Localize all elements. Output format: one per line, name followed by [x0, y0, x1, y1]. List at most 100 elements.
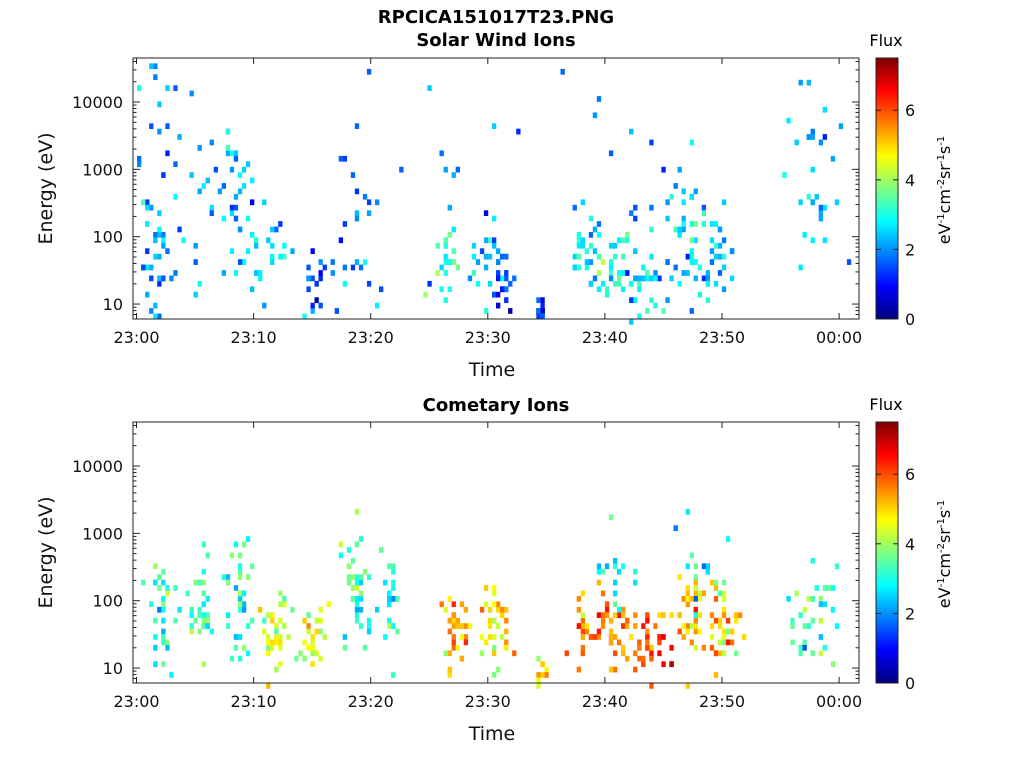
- spectrogram-cell: [625, 655, 630, 662]
- spectrogram-cell: [504, 275, 509, 282]
- spectrogram-cell: [685, 628, 690, 635]
- spectrogram-cell: [233, 193, 239, 200]
- spectrogram-cell: [806, 193, 811, 200]
- spectrogram-cell: [617, 606, 622, 613]
- spectrogram-cell: [197, 579, 202, 586]
- spectrogram-cell: [504, 628, 509, 635]
- spectrogram-cell: [350, 574, 356, 581]
- spectrogram-cell: [677, 232, 682, 238]
- spectrogram-cell: [137, 85, 142, 91]
- spectrogram-cell: [596, 579, 602, 586]
- spectrogram-cell: [830, 661, 836, 668]
- spectrogram-cell: [362, 568, 368, 575]
- spectrogram-cell: [592, 112, 598, 119]
- spectrogram-cell: [580, 617, 586, 624]
- spectrogram-cell: [677, 574, 682, 581]
- spectrogram-cell: [245, 215, 251, 222]
- spectrogram-cell: [362, 193, 368, 200]
- spectrogram-cell: [637, 280, 642, 287]
- spectrogram-cell: [314, 628, 319, 635]
- spectrogram-cell: [617, 280, 622, 287]
- spectrogram-cell: [681, 596, 686, 602]
- spectrogram-cell: [613, 253, 618, 260]
- spectrogram-cell: [201, 623, 206, 629]
- spectrogram-cell: [362, 644, 368, 651]
- spectrogram-cell: [306, 275, 311, 282]
- colorbar: [875, 421, 899, 684]
- spectrogram-cell: [245, 574, 251, 581]
- spectrogram-cell: [250, 199, 255, 206]
- spectrogram-cell: [314, 617, 319, 624]
- spectrogram-cell: [633, 297, 638, 304]
- spectrogram-cell: [310, 275, 315, 282]
- spectrogram-cell: [201, 183, 206, 189]
- spectrogram-cell: [318, 275, 323, 282]
- spectrogram-cell: [693, 617, 698, 624]
- spectrogram-cell: [713, 280, 719, 287]
- spectrogram-cell: [391, 563, 396, 570]
- spectrogram-cell: [721, 579, 727, 586]
- x-tick-label: 23:20: [348, 328, 394, 347]
- spectrogram-cell: [608, 150, 614, 157]
- spectrogram-cell: [149, 308, 154, 314]
- spectrogram-cell: [689, 259, 694, 265]
- spectrogram-cell: [451, 634, 456, 640]
- spectrogram-cell: [282, 623, 287, 629]
- spectrogram-cell: [278, 601, 283, 608]
- spectrogram-cell: [274, 666, 279, 673]
- spectrogram-cell: [177, 134, 182, 140]
- spectrogram-cell: [492, 590, 497, 597]
- spectrogram-cell: [536, 677, 541, 684]
- spectrogram-cell: [665, 259, 670, 265]
- spectrogram-cell: [447, 666, 452, 673]
- spectrogram-cell: [580, 590, 586, 597]
- spectrogram-cell: [463, 606, 469, 613]
- spectrogram-cell: [492, 650, 497, 657]
- spectrogram-cell: [685, 253, 690, 260]
- spectrogram-cell: [346, 563, 352, 570]
- spectrogram-cell: [641, 264, 646, 271]
- spectrogram-cell: [540, 661, 545, 668]
- spectrogram-cell: [173, 585, 178, 591]
- spectrogram-cell: [366, 68, 372, 75]
- spectrogram-cell: [153, 661, 158, 668]
- spectrogram-cell: [588, 280, 594, 287]
- spectrogram-cell: [149, 123, 154, 130]
- spectrogram-cell: [689, 221, 694, 227]
- spectrogram-cell: [245, 248, 251, 255]
- spectrogram-cell: [366, 280, 372, 287]
- spectrogram-cell: [387, 596, 392, 602]
- spectrogram-cell: [600, 590, 606, 597]
- spectrogram-cell: [645, 275, 650, 282]
- spectrogram-cell: [830, 155, 836, 162]
- spectrogram-cell: [358, 264, 364, 271]
- spectrogram-cell: [572, 204, 577, 211]
- spectrogram-cell: [621, 623, 626, 629]
- spectrogram-cell: [512, 650, 517, 657]
- spectrogram-cell: [366, 210, 372, 217]
- spectrogram-cell: [709, 644, 715, 651]
- spectrogram-cell: [677, 280, 682, 287]
- spectrogram-cell: [467, 623, 473, 629]
- spectrogram-cell: [141, 264, 146, 271]
- spectrogram-cell: [693, 579, 698, 586]
- spectrogram-cell: [459, 623, 465, 629]
- plot-frame: [132, 421, 860, 684]
- spectrogram-cell: [395, 628, 400, 635]
- spectrogram-cell: [475, 259, 481, 265]
- spectrogram-cell: [822, 237, 828, 244]
- spectrogram-cell: [721, 590, 727, 597]
- spectrogram-cell: [717, 226, 723, 233]
- spectrogram-cell: [818, 215, 824, 222]
- colorbar-tick-label: 4: [905, 535, 915, 554]
- spectrogram-cell: [685, 509, 690, 515]
- spectrogram-cell: [681, 221, 686, 227]
- spectrogram-cell: [492, 123, 497, 130]
- spectrogram-cell: [181, 237, 186, 244]
- spectrogram-cell: [689, 552, 694, 559]
- spectrogram-cell: [258, 270, 263, 276]
- spectrogram-cell: [330, 259, 335, 265]
- spectrogram-cell: [608, 666, 614, 673]
- spectrogram-cell: [205, 177, 210, 184]
- colorbar-tick-label: 6: [905, 101, 915, 120]
